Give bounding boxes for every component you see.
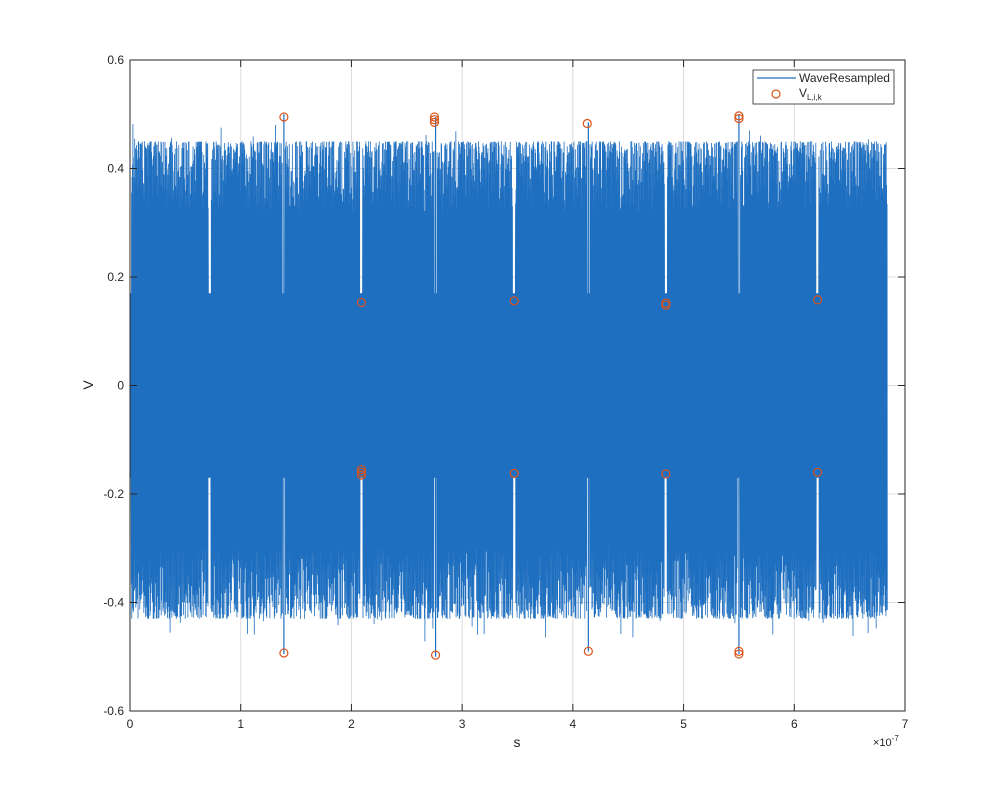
x-tick-label: 1: [237, 717, 244, 731]
data-point-marker: [356, 464, 366, 475]
x-axis-label: s: [514, 734, 521, 750]
data-point-marker: [279, 648, 289, 658]
y-axis-label: V: [80, 380, 96, 390]
data-point-marker: [812, 295, 823, 305]
data-point-marker: [356, 297, 366, 308]
data-point-marker: [356, 470, 366, 480]
data-point-marker: [279, 112, 289, 122]
x-tick-label: 7: [902, 717, 909, 731]
x-axis-exponent-power: -7: [892, 734, 900, 743]
legend-marker-swatch: [771, 89, 781, 99]
legend[interactable]: WaveResampled VL,i,k: [752, 69, 895, 105]
data-point-marker: [734, 646, 744, 656]
x-tick-label: 2: [348, 717, 355, 731]
data-point-marker: [429, 115, 440, 125]
data-point-marker: [734, 111, 744, 121]
data-point-marker: [812, 467, 823, 477]
x-tick-label: 3: [459, 717, 466, 731]
data-point-marker: [509, 296, 519, 306]
legend-marker-subscript: L,i,k: [807, 93, 823, 102]
data-point-marker: [429, 112, 440, 122]
marker-series: [279, 111, 823, 660]
wave-line: [129, 124, 888, 642]
y-tick-label: 0.6: [107, 53, 124, 67]
tick-layer: 0 1 2 3 4 5 6 7 -0.6 -0.4 -0.2 0 0.2 0.4 0.6: [103, 53, 908, 731]
data-point-marker: [429, 117, 440, 127]
data-point-marker: [583, 646, 593, 656]
y-tick-label: 0: [117, 379, 124, 393]
x-tick-label: 6: [791, 717, 798, 731]
x-tick-label: 0: [127, 717, 134, 731]
y-tick-label: -0.6: [103, 704, 124, 718]
y-tick-label: -0.2: [103, 487, 124, 501]
data-point-marker: [356, 467, 366, 477]
x-axis-exponent-base: ×10: [873, 737, 892, 749]
legend-entry-markers: VL,i,k: [799, 86, 823, 102]
data-point-marker: [734, 649, 744, 659]
data-point-marker: [509, 468, 519, 478]
data-point-marker: [661, 469, 671, 479]
wave-series: [129, 114, 888, 657]
x-axis-exponent: ×10-7: [873, 734, 899, 749]
y-tick-label: 0.4: [107, 162, 124, 176]
data-point-marker: [734, 113, 744, 124]
x-tick-label: 4: [570, 717, 577, 731]
legend-entry-wave: WaveResampled: [799, 71, 890, 85]
x-tick-label: 5: [680, 717, 687, 731]
legend-marker-name: V: [799, 86, 807, 100]
y-tick-label: 0.2: [107, 270, 124, 284]
y-tick-label: -0.4: [103, 596, 124, 610]
data-point-marker: [430, 650, 441, 660]
data-point-marker: [582, 118, 592, 129]
data-point-marker: [661, 300, 671, 310]
